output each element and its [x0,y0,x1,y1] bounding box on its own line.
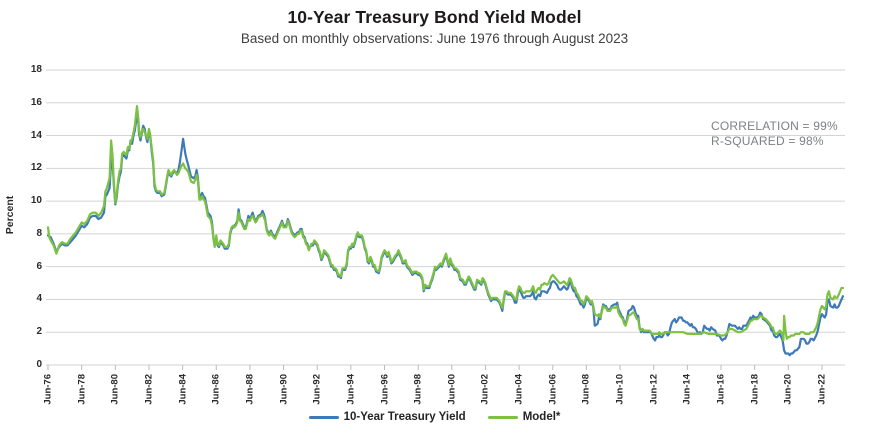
legend-item-model: Model* [487,411,561,423]
x-tick-label: Jun-96 [379,374,390,405]
x-tick-label: Jun-92 [311,374,323,405]
chart-title: 10-Year Treasury Bond Yield Model [287,7,582,27]
x-tick-label: Jun-76 [42,374,54,405]
x-tick-label: Jun-14 [681,374,693,405]
treasury-yield-line-swatch [308,415,339,419]
y-tick-label: 6 [36,260,42,272]
model-line-swatch [487,415,518,419]
annotation-r-squared: R-SQUARED = 98% [711,134,824,148]
x-tick-label: Jun-02 [479,374,491,405]
y-tick-label: 0 [36,359,42,370]
x-tick-label: Jun-98 [412,374,424,405]
x-tick-label: Jun-22 [816,374,828,405]
x-tick-label: Jun-06 [547,374,559,405]
y-tick-label: 14 [30,129,42,141]
x-tick-label: Jun-86 [210,374,222,405]
x-tick-label: Jun-84 [177,374,189,405]
y-tick-label: 12 [30,162,42,174]
y-tick-label: 4 [36,293,42,305]
x-tick-label: Jun-94 [345,374,357,405]
x-tick-label: Jun-00 [446,374,458,405]
x-tick-label: Jun-12 [648,374,660,405]
x-tick-label: Jun-90 [278,374,290,405]
x-tick-label: Jun-10 [614,374,626,405]
x-tick-label: Jun-08 [580,374,592,405]
legend: 10-Year Treasury Yield Model* [0,411,869,423]
legend-item-treasury-yield: 10-Year Treasury Yield [308,411,466,423]
x-tick-label: Jun-78 [76,374,88,405]
y-tick-label: 18 [30,64,42,75]
x-tick-label: Jun-20 [782,374,794,405]
x-tick-label: Jun-80 [109,374,121,405]
legend-label-treasury-yield: 10-Year Treasury Yield [343,411,466,423]
annotation-block: CORRELATION = 99% R-SQUARED = 98% [711,119,838,149]
x-tick-label: Jun-82 [143,374,155,405]
y-tick-label: 16 [30,96,42,108]
model-line [46,104,845,342]
x-tick-label: Jun-88 [244,374,256,405]
x-tick-label: Jun-16 [715,374,727,405]
x-tick-label: Jun-18 [749,374,761,405]
legend-label-model: Model* [522,411,561,423]
chart-subtitle: Based on monthly observations: June 1976… [240,31,629,46]
y-tick-label: 8 [36,227,42,239]
treasury-yield-line [46,113,845,357]
y-tick-label: 2 [36,326,42,338]
y-tick-label: 10 [30,195,42,207]
x-tick-label: Jun-04 [513,374,525,405]
annotation-correlation: CORRELATION = 99% [711,119,838,133]
